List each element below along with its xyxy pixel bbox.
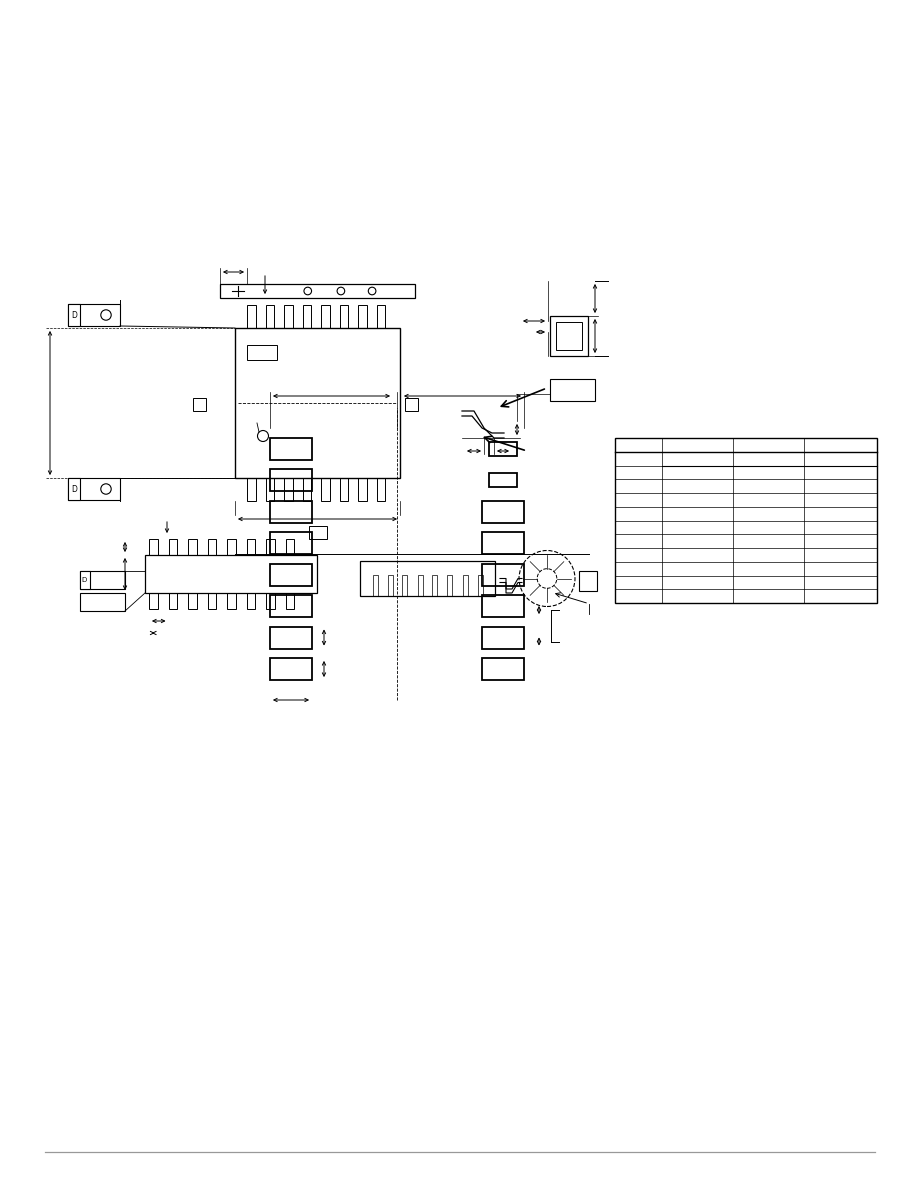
Bar: [550, 379, 595, 402]
Bar: [615, 438, 877, 604]
Bar: [270, 563, 312, 586]
Bar: [227, 539, 236, 555]
Bar: [235, 328, 400, 478]
Bar: [270, 626, 312, 649]
Bar: [247, 478, 255, 501]
Bar: [270, 532, 312, 554]
Bar: [463, 575, 467, 596]
Bar: [80, 571, 90, 589]
Text: D: D: [71, 310, 77, 320]
Bar: [270, 500, 312, 523]
Bar: [373, 575, 377, 596]
Bar: [68, 478, 80, 500]
Bar: [308, 526, 327, 539]
Bar: [303, 478, 311, 501]
Bar: [266, 539, 274, 555]
Bar: [340, 305, 348, 328]
Bar: [145, 555, 317, 593]
Bar: [193, 398, 206, 411]
Bar: [149, 593, 158, 609]
Bar: [358, 478, 366, 501]
Bar: [556, 322, 582, 350]
Bar: [405, 398, 418, 411]
Bar: [482, 595, 524, 617]
Bar: [482, 500, 524, 523]
Text: D: D: [81, 577, 86, 583]
Bar: [68, 304, 120, 326]
Bar: [68, 478, 120, 500]
Bar: [247, 305, 255, 328]
Bar: [321, 305, 330, 328]
Bar: [188, 593, 196, 609]
Bar: [402, 575, 408, 596]
Bar: [247, 593, 255, 609]
Text: D: D: [71, 485, 77, 493]
Bar: [360, 561, 495, 596]
Bar: [579, 571, 597, 590]
Bar: [482, 532, 524, 554]
Bar: [207, 539, 216, 555]
Bar: [285, 593, 294, 609]
Bar: [266, 593, 274, 609]
Bar: [303, 305, 311, 328]
Bar: [247, 345, 277, 360]
Bar: [489, 473, 517, 487]
Bar: [432, 575, 438, 596]
Bar: [265, 478, 274, 501]
Bar: [80, 593, 125, 611]
Bar: [169, 539, 177, 555]
Bar: [447, 575, 453, 596]
Bar: [247, 539, 255, 555]
Bar: [358, 305, 366, 328]
Bar: [376, 305, 385, 328]
Bar: [477, 575, 483, 596]
Bar: [387, 575, 393, 596]
Bar: [270, 437, 312, 460]
Bar: [418, 575, 422, 596]
Bar: [482, 658, 524, 680]
Bar: [550, 316, 588, 356]
Bar: [270, 658, 312, 680]
Bar: [482, 563, 524, 586]
Bar: [169, 593, 177, 609]
Bar: [489, 442, 517, 455]
Bar: [265, 305, 274, 328]
Bar: [68, 304, 80, 326]
Bar: [207, 593, 216, 609]
Bar: [227, 593, 236, 609]
Bar: [284, 478, 293, 501]
Bar: [321, 478, 330, 501]
Bar: [270, 469, 312, 491]
Bar: [376, 478, 385, 501]
Bar: [220, 284, 415, 298]
Bar: [188, 539, 196, 555]
Bar: [270, 595, 312, 617]
Bar: [80, 571, 125, 589]
Bar: [340, 478, 348, 501]
Bar: [285, 539, 294, 555]
Bar: [284, 305, 293, 328]
Bar: [149, 539, 158, 555]
Bar: [482, 626, 524, 649]
